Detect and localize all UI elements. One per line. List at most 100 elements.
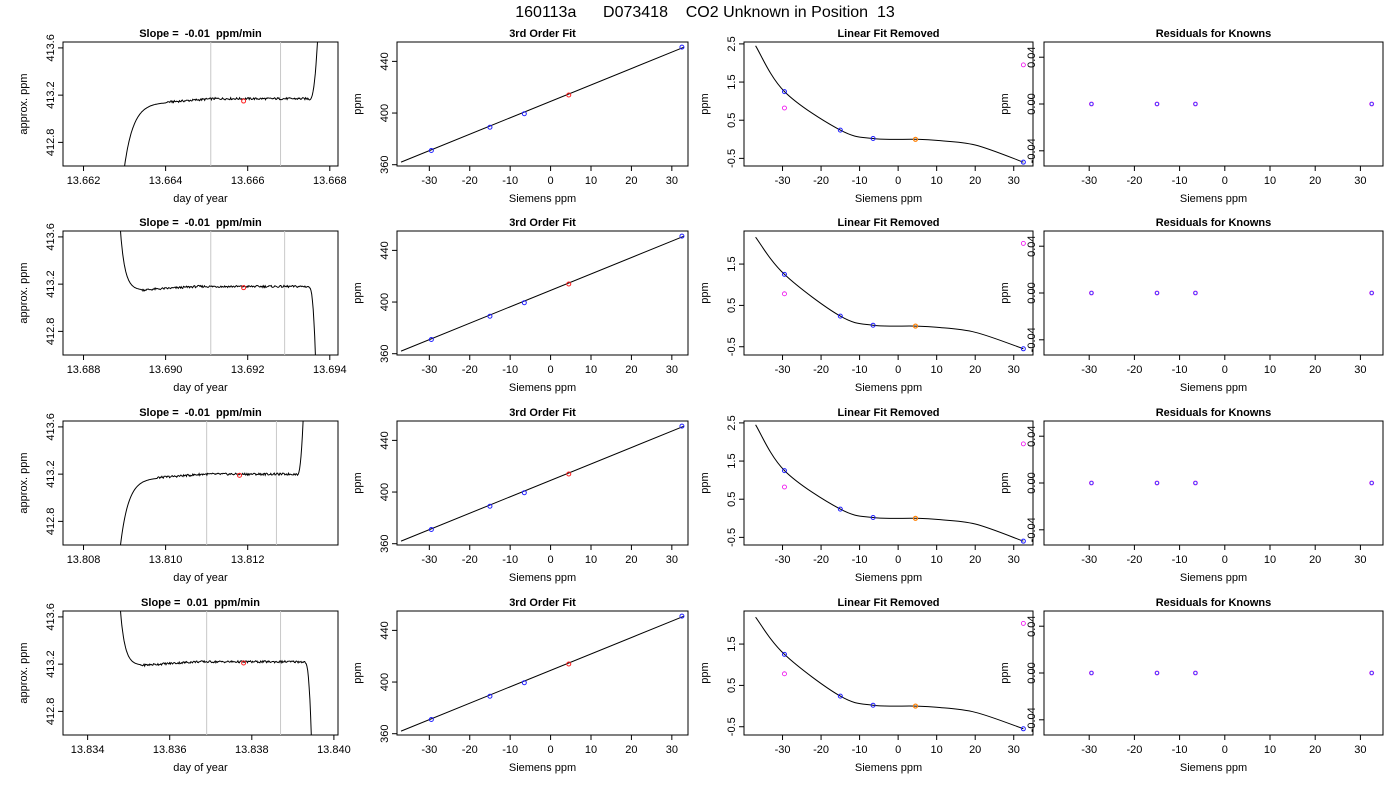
residual-point-blue bbox=[1193, 671, 1198, 676]
x-tick-label: 30 bbox=[1354, 364, 1366, 376]
x-axis-label: Siemens ppm bbox=[1180, 572, 1247, 584]
y-axis-label: ppm bbox=[352, 662, 364, 683]
known-standard-point bbox=[781, 651, 787, 657]
plot-area bbox=[400, 423, 685, 542]
known-standard-point bbox=[781, 89, 787, 95]
panel-r1-c3: Linear Fit Removed -30 -20 -10 0 10 20 30 -0.5 0.… bbox=[699, 28, 1034, 205]
plot-frame bbox=[743, 420, 1034, 546]
panel-r1-c4: Residuals for Knowns -30 -20 -10 0 10 20 30 -0.0… bbox=[999, 28, 1384, 205]
unknown-sample-point bbox=[566, 281, 572, 287]
panel-r3-c1: Slope = -0.01 ppm/min 13.808 13.810 13.812 4… bbox=[18, 407, 339, 584]
x-axis-label: Siemens ppm bbox=[855, 572, 922, 584]
alternate-fit-point bbox=[1020, 621, 1026, 626]
plot-frame bbox=[1043, 420, 1384, 546]
x-tick-label: -30 bbox=[1081, 554, 1097, 566]
x-tick-label: 10 bbox=[1264, 744, 1276, 756]
known-standard-point bbox=[870, 515, 876, 521]
known-standard-point bbox=[487, 503, 493, 509]
x-tick-label: -20 bbox=[1126, 744, 1142, 756]
plot-frame bbox=[396, 41, 689, 167]
x-tick-label: 0 bbox=[548, 364, 554, 376]
residual-point-blue bbox=[1369, 480, 1374, 485]
panel-r1-c1: Slope = -0.01 ppm/min 13.662 13.664 13.666 1… bbox=[18, 28, 347, 205]
panel-title: Residuals for Knowns bbox=[1156, 28, 1272, 40]
x-tick-label: -10 bbox=[502, 175, 518, 187]
known-standard-point bbox=[521, 111, 527, 117]
residual-curve bbox=[755, 616, 1024, 730]
x-tick-label: 30 bbox=[1354, 175, 1366, 187]
plot-area bbox=[1089, 290, 1375, 296]
y-tick-label: -0.04 bbox=[1026, 138, 1038, 163]
y-tick-label: 413.2 bbox=[45, 81, 57, 109]
x-tick-label: 13.688 bbox=[67, 364, 101, 376]
panel-title: 3rd Order Fit bbox=[509, 597, 576, 609]
y-axis-label: ppm bbox=[999, 662, 1011, 683]
x-tick-label: 30 bbox=[1008, 554, 1020, 566]
y-tick-label: 0.00 bbox=[1026, 662, 1038, 683]
y-tick-label: 412.8 bbox=[45, 318, 57, 346]
x-axis-label: day of year bbox=[173, 193, 228, 205]
residual-point-blue bbox=[1089, 102, 1094, 107]
y-tick-label: 440 bbox=[379, 431, 391, 449]
x-axis-label: day of year bbox=[173, 572, 228, 584]
y-axis-label: ppm bbox=[699, 282, 711, 303]
residual-point-blue bbox=[1089, 671, 1094, 676]
x-tick-label: 13.668 bbox=[313, 175, 347, 187]
plot-frame bbox=[62, 420, 339, 546]
unknown-sample-point bbox=[912, 136, 919, 142]
known-standard-point bbox=[428, 148, 434, 153]
y-tick-label: 0.04 bbox=[1026, 615, 1038, 636]
plot-frame bbox=[743, 230, 1034, 356]
y-tick-label: -0.5 bbox=[726, 337, 738, 356]
x-tick-label: -20 bbox=[462, 175, 478, 187]
x-tick-label: 13.692 bbox=[231, 364, 265, 376]
x-tick-label: 10 bbox=[585, 175, 597, 187]
fit-line bbox=[400, 46, 685, 163]
x-axis-label: Siemens ppm bbox=[855, 382, 922, 394]
known-standard-point bbox=[679, 233, 685, 239]
residual-point-blue bbox=[1155, 671, 1160, 676]
y-axis-label: approx. ppm bbox=[18, 262, 30, 323]
x-tick-label: -10 bbox=[1172, 364, 1188, 376]
known-standard-point bbox=[521, 490, 527, 496]
plot-area bbox=[120, 231, 316, 355]
x-tick-label: -10 bbox=[1172, 175, 1188, 187]
x-tick-label: -20 bbox=[462, 554, 478, 566]
window-mean-point bbox=[241, 98, 247, 104]
y-tick-label: 360 bbox=[379, 156, 391, 174]
y-tick-label: 0.5 bbox=[726, 492, 738, 507]
x-tick-label: -20 bbox=[813, 744, 829, 756]
x-tick-label: -20 bbox=[1126, 175, 1142, 187]
x-tick-label: 0 bbox=[548, 175, 554, 187]
known-standard-point bbox=[521, 680, 527, 686]
panel-r2-c2: 3rd Order Fit -30 -20 -10 0 10 20 30 360 400 440 Si… bbox=[352, 217, 689, 394]
y-tick-label: 0.00 bbox=[1026, 472, 1038, 493]
panel-r4-c1: Slope = 0.01 ppm/min 13.834 13.836 13.838 13… bbox=[18, 597, 351, 774]
x-tick-label: -10 bbox=[1172, 554, 1188, 566]
x-axis-label: Siemens ppm bbox=[855, 193, 922, 205]
panel-r2-c3: Linear Fit Removed -30 -20 -10 0 10 20 30 -0.5 0.… bbox=[699, 217, 1034, 394]
x-axis-label: Siemens ppm bbox=[855, 762, 922, 774]
x-tick-label: 13.690 bbox=[149, 364, 183, 376]
y-tick-label: -0.04 bbox=[1026, 517, 1038, 542]
window-mean-point bbox=[241, 660, 247, 666]
y-tick-label: 440 bbox=[379, 52, 391, 70]
x-tick-label: -30 bbox=[775, 554, 791, 566]
x-tick-label: 0 bbox=[548, 554, 554, 566]
x-tick-label: 20 bbox=[969, 554, 981, 566]
x-axis-label: Siemens ppm bbox=[509, 382, 576, 394]
raw-signal-line bbox=[120, 231, 316, 355]
x-axis-label: Siemens ppm bbox=[509, 572, 576, 584]
x-tick-label: -10 bbox=[852, 175, 868, 187]
x-tick-label: -20 bbox=[813, 554, 829, 566]
x-tick-label: 0 bbox=[895, 364, 901, 376]
x-tick-label: 13.812 bbox=[231, 554, 265, 566]
known-standard-point bbox=[521, 300, 527, 306]
x-tick-label: 10 bbox=[1264, 175, 1276, 187]
known-standard-point bbox=[781, 468, 787, 474]
plot-area bbox=[400, 44, 685, 163]
y-tick-label: -0.5 bbox=[726, 717, 738, 736]
x-tick-label: -20 bbox=[1126, 554, 1142, 566]
known-standard-point bbox=[487, 124, 493, 130]
